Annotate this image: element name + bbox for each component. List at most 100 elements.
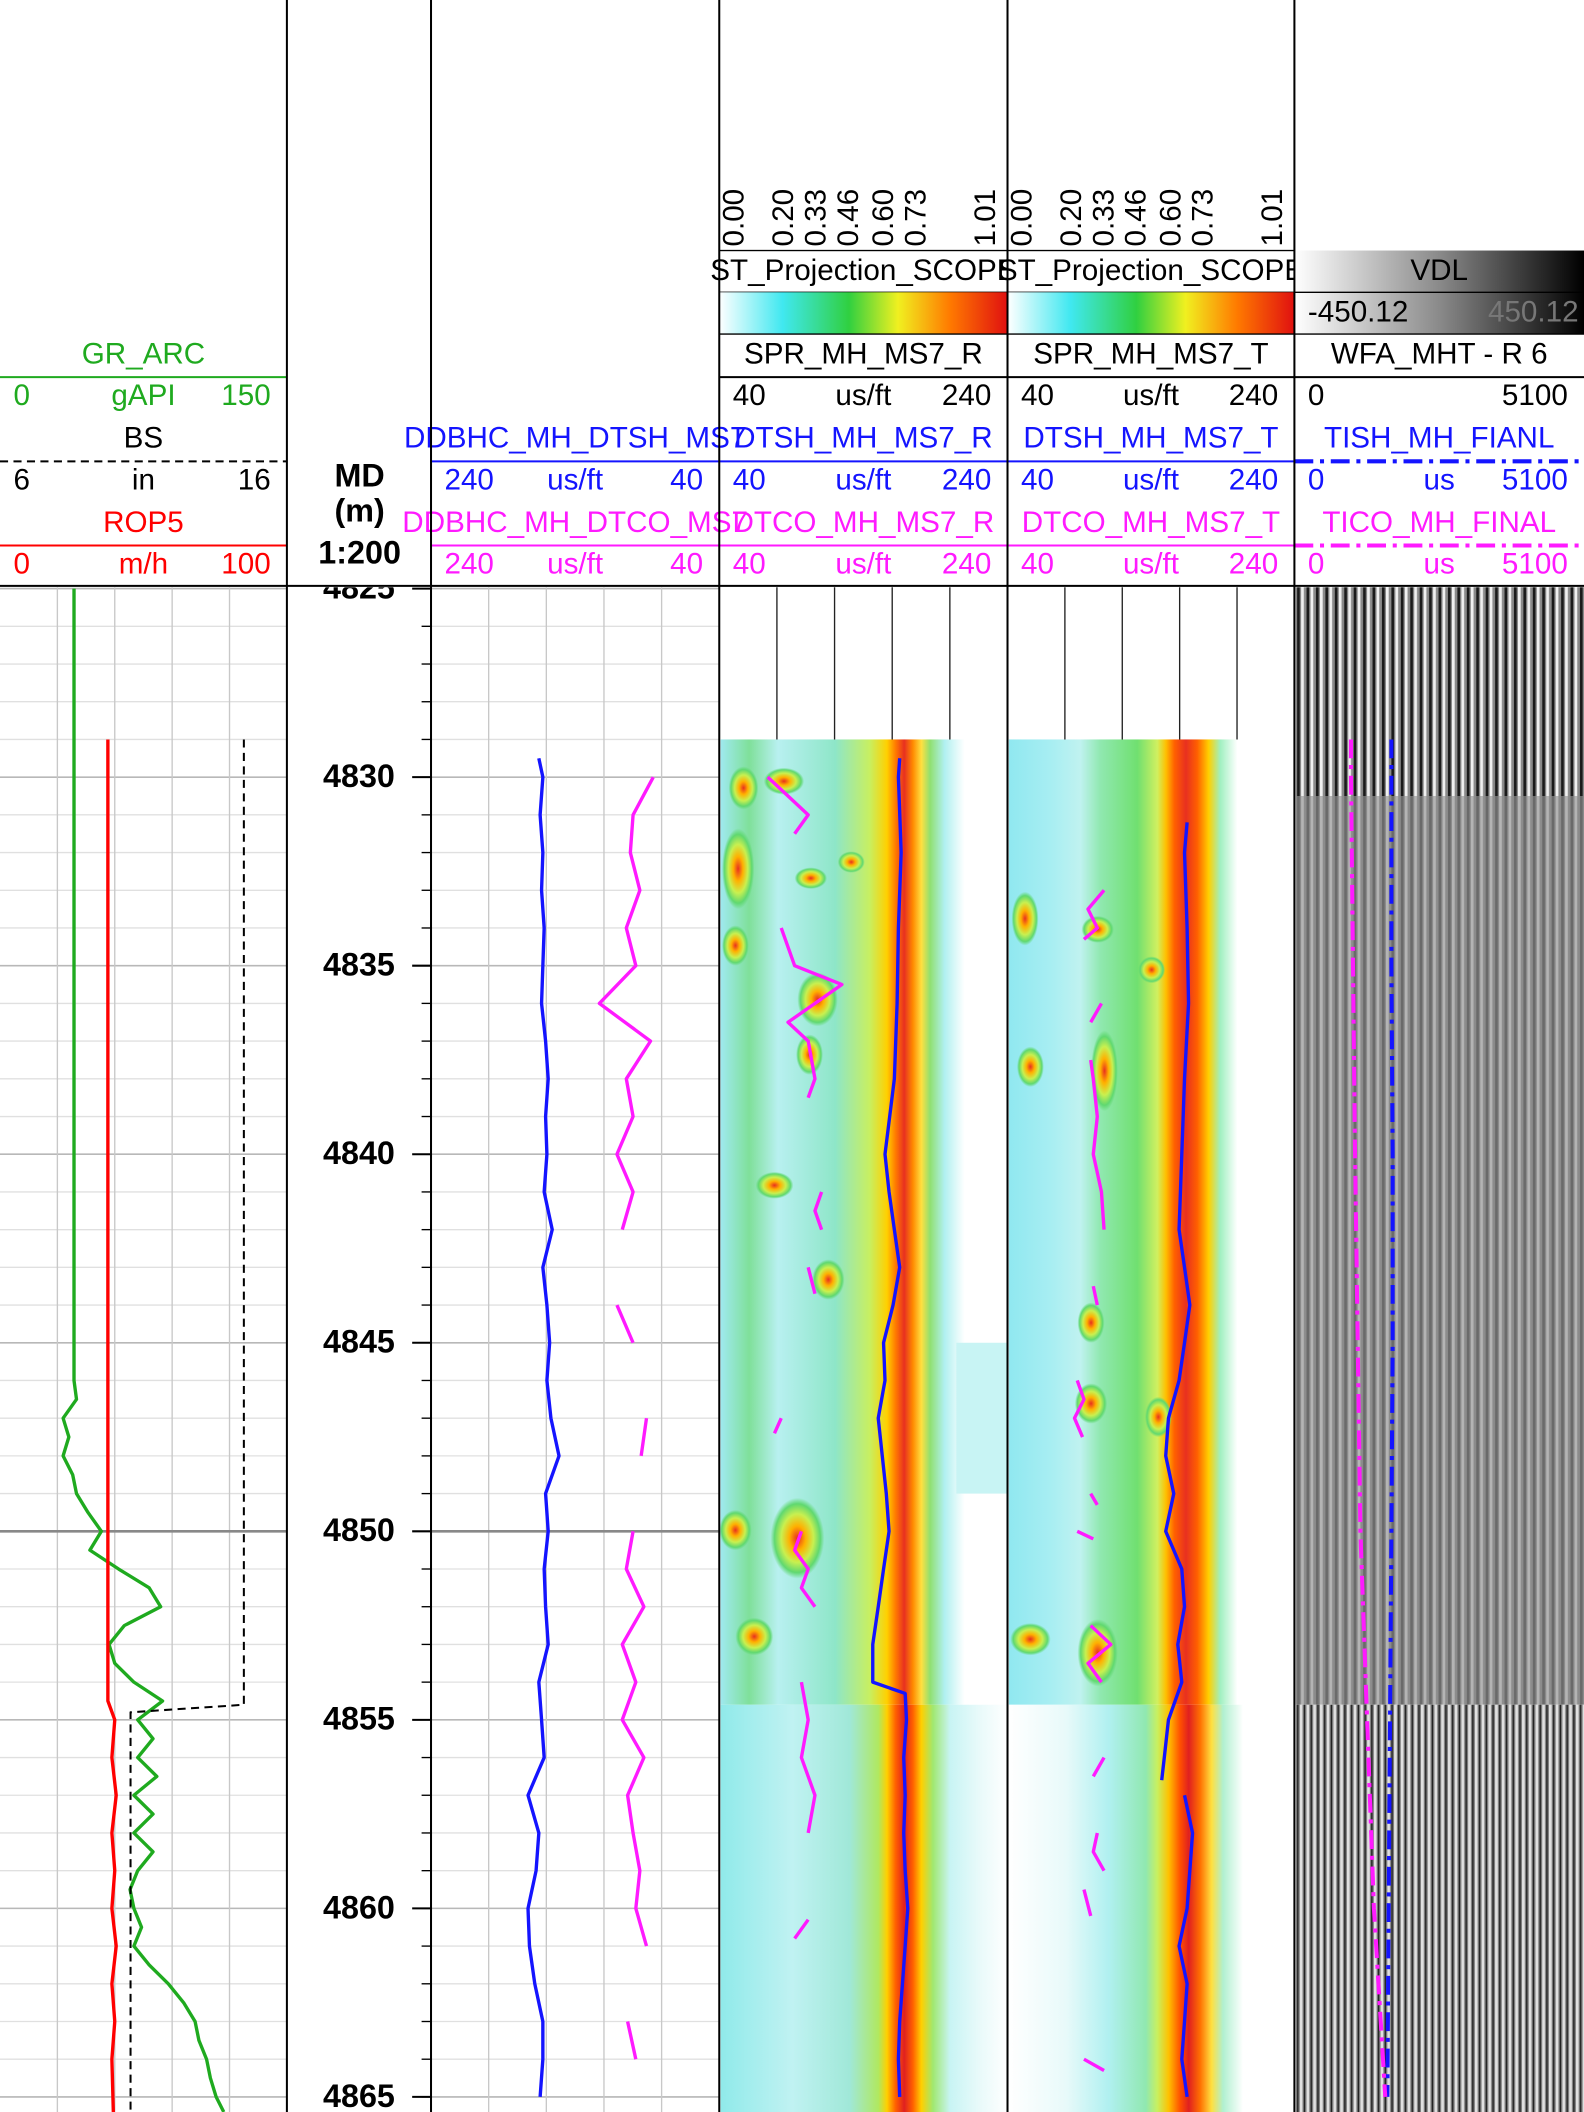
scale-unit: us/ft xyxy=(1123,548,1180,581)
colorbar-title: ST_Projection_SCOPE xyxy=(710,254,1016,287)
colorbar-title: ST_Projection_SCOPE xyxy=(998,254,1304,287)
scale-unit: us/ft xyxy=(835,463,892,496)
depth-label: 4850 xyxy=(323,1512,395,1548)
scale-right: 150 xyxy=(221,379,270,412)
depth-label: 4835 xyxy=(323,947,395,983)
depth-label: 4830 xyxy=(323,758,395,794)
depth-title: MD xyxy=(334,458,384,494)
curve-name: SPR_MH_MS7_R xyxy=(744,337,983,370)
projection-blob xyxy=(729,766,759,809)
vdl-image xyxy=(1296,1705,1584,2112)
projection-blob xyxy=(756,1172,794,1199)
colorbar xyxy=(719,292,1007,334)
colorbar xyxy=(1008,292,1295,334)
projection-blob xyxy=(838,851,865,873)
scale-right: 16 xyxy=(238,463,271,496)
vdl-max: 450.12 xyxy=(1488,296,1579,329)
colorbar-tick-label: 0.46 xyxy=(1120,189,1153,247)
scale-right: 5100 xyxy=(1502,463,1568,496)
scale-left: 40 xyxy=(733,548,766,581)
scale-left: 40 xyxy=(733,379,766,412)
projection-blob xyxy=(812,1259,844,1299)
projection-blob xyxy=(1078,1302,1105,1342)
scale-right: 240 xyxy=(1229,379,1278,412)
scale-left: 40 xyxy=(1021,548,1054,581)
colorbar-tick-label: 0.00 xyxy=(717,189,750,247)
scale-left: 0 xyxy=(1308,463,1324,496)
scale-right: 240 xyxy=(1229,463,1278,496)
curve-name: GR_ARC xyxy=(82,337,205,370)
scale-right: 5100 xyxy=(1502,548,1568,581)
curve-name: DDBHC_MH_DTCO_MS7 xyxy=(402,506,748,539)
scale-unit: us/ft xyxy=(547,548,604,581)
curve-name: DTCO_MH_MS7_T xyxy=(1022,506,1280,539)
colorbar-tick-label: 0.73 xyxy=(899,189,932,247)
scale-left: 40 xyxy=(1021,463,1054,496)
projection-image xyxy=(721,1705,1008,2112)
projection-blob xyxy=(1138,956,1165,983)
scale-unit: m/h xyxy=(119,548,168,581)
scale-unit: us/ft xyxy=(547,463,604,496)
depth-unit: (m) xyxy=(334,493,384,529)
curve-name: WFA_MHT - R 6 xyxy=(1331,337,1548,370)
projection-blob xyxy=(1010,1623,1050,1655)
colorbar-tick-label: 0.33 xyxy=(800,189,833,247)
colorbar-tick-label: 0.20 xyxy=(1055,189,1088,247)
scale-unit: us xyxy=(1424,463,1455,496)
scale-left: 6 xyxy=(13,463,29,496)
colorbar-tick-label: 0.33 xyxy=(1087,189,1120,247)
scale-unit: us/ft xyxy=(835,548,892,581)
projection-image xyxy=(721,739,1008,1704)
vdl-image xyxy=(1296,796,1584,1705)
projection-blob xyxy=(735,1618,773,1656)
scale-right: 40 xyxy=(670,548,703,581)
depth-label: 4865 xyxy=(323,2078,395,2112)
scale-right: 5100 xyxy=(1502,379,1568,412)
depth-label: 4855 xyxy=(323,1701,395,1737)
colorbar-tick-label: 0.60 xyxy=(1154,189,1187,247)
colorbar-tick-label: 1.01 xyxy=(1256,189,1289,247)
scale-unit: us/ft xyxy=(835,379,892,412)
projection-image xyxy=(956,1343,1007,1494)
curve-name: SPR_MH_MS7_T xyxy=(1033,337,1268,370)
scale-left: 0 xyxy=(1308,379,1324,412)
scale-right: 240 xyxy=(942,463,991,496)
page: Well log html, body { margin: 0; padding… xyxy=(0,0,1584,2112)
scale-left: 0 xyxy=(13,548,29,581)
curve-name: DTCO_MH_MS7_R xyxy=(733,506,995,539)
projection-blob xyxy=(719,1510,751,1550)
curve-name: ROP5 xyxy=(103,506,184,539)
scale-unit: gAPI xyxy=(111,379,175,412)
scale-left: 0 xyxy=(1308,548,1324,581)
colorbar-tick-label: 0.20 xyxy=(767,189,800,247)
scale-unit: us xyxy=(1424,548,1455,581)
curve-name: DTSH_MH_MS7_R xyxy=(734,422,992,455)
colorbar-tick-label: 0.00 xyxy=(1006,189,1039,247)
projection-blob xyxy=(722,828,754,909)
depth-label: 4860 xyxy=(323,1889,395,1925)
scale-left: 240 xyxy=(444,463,493,496)
projection-blob xyxy=(1017,1047,1044,1087)
colorbar-tick-label: 0.73 xyxy=(1187,189,1220,247)
depth-label: 4840 xyxy=(323,1135,395,1171)
curve-name: DTSH_MH_MS7_T xyxy=(1023,422,1278,455)
curve-name: TISH_MH_FIANL xyxy=(1324,422,1554,455)
scale-left: 240 xyxy=(444,548,493,581)
colorbar-tick-label: 0.60 xyxy=(867,189,900,247)
scale-left: 40 xyxy=(1021,379,1054,412)
scale-right: 240 xyxy=(1229,548,1278,581)
curve-name: DDBHC_MH_DTSH_MS7 xyxy=(404,422,746,455)
vdl-title: VDL xyxy=(1410,254,1468,287)
page-body: {"chart_data": { "type": "well-log", "de… xyxy=(0,0,1584,2112)
well-log: 482548304835484048454850485548604865 MD … xyxy=(0,0,1584,2112)
scale-right: 100 xyxy=(221,548,270,581)
colorbar-tick-label: 0.46 xyxy=(832,189,865,247)
vdl-image xyxy=(1296,586,1584,796)
scale-left: 40 xyxy=(733,463,766,496)
scale-left: 0 xyxy=(13,379,29,412)
projection-blob xyxy=(722,925,749,965)
scale-unit: in xyxy=(132,463,155,496)
colorbar-tick-label: 1.01 xyxy=(969,189,1002,247)
vdl-min: -450.12 xyxy=(1308,296,1408,329)
